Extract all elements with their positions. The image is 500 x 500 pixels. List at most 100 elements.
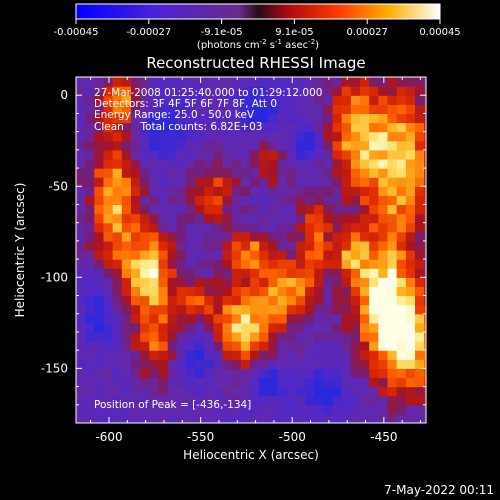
heatmap-cell: [332, 286, 343, 297]
heatmap-cell: [112, 350, 123, 360]
heatmap-cell: [204, 149, 215, 160]
heatmap-cell: [167, 113, 178, 124]
heatmap-cell: [76, 331, 86, 342]
heatmap-cell: [323, 386, 334, 397]
heatmap-cell: [176, 286, 187, 297]
heatmap-cell: [149, 104, 160, 115]
heatmap-cell: [103, 322, 114, 333]
heatmap-cell: [121, 149, 132, 160]
heatmap-cell: [369, 286, 379, 297]
heatmap-cell: [140, 168, 150, 178]
heatmap-cell: [424, 177, 426, 187]
heatmap-cell: [222, 359, 233, 369]
heatmap-cell: [314, 359, 324, 369]
heatmap-cell: [94, 250, 105, 260]
heatmap-cell: [332, 222, 343, 233]
heatmap-cell: [341, 231, 352, 242]
heatmap-cell: [140, 304, 150, 315]
heatmap-cell: [149, 377, 160, 388]
heatmap-cell: [277, 386, 288, 397]
heatmap-cell: [85, 341, 95, 351]
heatmap-cell: [305, 395, 315, 406]
heatmap-cell: [360, 259, 370, 269]
heatmap-cell: [103, 259, 114, 269]
heatmap-cell: [259, 158, 270, 169]
y-tick-label: 0: [60, 88, 68, 102]
heatmap-cell: [295, 177, 306, 187]
heatmap-cell: [277, 304, 288, 315]
heatmap-cell: [112, 304, 123, 315]
heatmap-cell: [369, 104, 379, 115]
heatmap-cell: [286, 313, 297, 324]
heatmap-cell: [85, 186, 95, 196]
heatmap-cell: [222, 341, 233, 351]
heatmap-cell: [94, 368, 105, 379]
heatmap-cell: [213, 295, 224, 306]
heatmap-cell: [195, 222, 205, 233]
heatmap-cell: [195, 149, 205, 160]
heatmap-cell: [76, 158, 86, 169]
heatmap-cell: [85, 386, 95, 397]
heatmap-cell: [213, 186, 224, 196]
heatmap-cell: [369, 204, 379, 215]
heatmap-cell: [185, 222, 196, 233]
heatmap-cell: [305, 368, 315, 379]
heatmap-cell: [176, 341, 187, 351]
heatmap-cell: [332, 231, 343, 242]
heatmap-cell: [121, 250, 132, 260]
heatmap-cell: [204, 231, 215, 242]
heatmap-cell: [378, 331, 389, 342]
heatmap-cell: [76, 395, 86, 406]
heatmap-cell: [204, 268, 215, 278]
heatmap-cell: [204, 313, 215, 324]
heatmap-cell: [185, 322, 196, 333]
heatmap-cell: [350, 395, 361, 406]
heatmap-cell: [424, 213, 426, 224]
heatmap-cell: [195, 350, 205, 360]
heatmap-cell: [76, 240, 86, 251]
heatmap-cell: [305, 86, 315, 96]
heatmap-cell: [424, 168, 426, 178]
heatmap-cell: [415, 195, 425, 206]
heatmap-cell: [204, 204, 215, 215]
heatmap-cell: [222, 158, 233, 169]
heatmap-cell: [360, 386, 370, 397]
heatmap-cell: [240, 77, 251, 87]
heatmap-cell: [341, 122, 352, 133]
heatmap-cell: [185, 395, 196, 406]
heatmap-cell: [415, 177, 425, 187]
heatmap-cell: [240, 122, 251, 133]
heatmap-cell: [231, 140, 242, 151]
heatmap-cell: [405, 295, 416, 306]
heatmap-cell: [405, 158, 416, 169]
heatmap-cell: [231, 359, 242, 369]
heatmap-cell: [240, 377, 251, 388]
heatmap-cell: [103, 222, 114, 233]
heatmap-cell: [213, 158, 224, 169]
heatmap-cell: [176, 313, 187, 324]
heatmap-cell: [286, 204, 297, 215]
heatmap-cell: [424, 149, 426, 160]
heatmap-cell: [305, 377, 315, 388]
heatmap-cell: [140, 231, 150, 242]
heatmap-cell: [332, 240, 343, 251]
heatmap-cell: [332, 359, 343, 369]
heatmap-cell: [415, 77, 425, 87]
heatmap-cell: [424, 259, 426, 269]
heatmap-cell: [112, 413, 123, 423]
heatmap-cell: [369, 177, 379, 187]
heatmap-cell: [295, 222, 306, 233]
heatmap-cell: [112, 104, 123, 115]
heatmap-cell: [396, 295, 407, 306]
heatmap-cell: [332, 104, 343, 115]
heatmap-cell: [112, 231, 123, 242]
heatmap-cell: [140, 95, 150, 105]
heatmap-cell: [240, 186, 251, 196]
heatmap-cell: [103, 368, 114, 379]
heatmap-cell: [112, 177, 123, 187]
heatmap-cell: [185, 213, 196, 224]
heatmap-cell: [387, 95, 398, 105]
heatmap-cell: [295, 377, 306, 388]
heatmap-cell: [85, 222, 95, 233]
heatmap-cell: [121, 177, 132, 187]
